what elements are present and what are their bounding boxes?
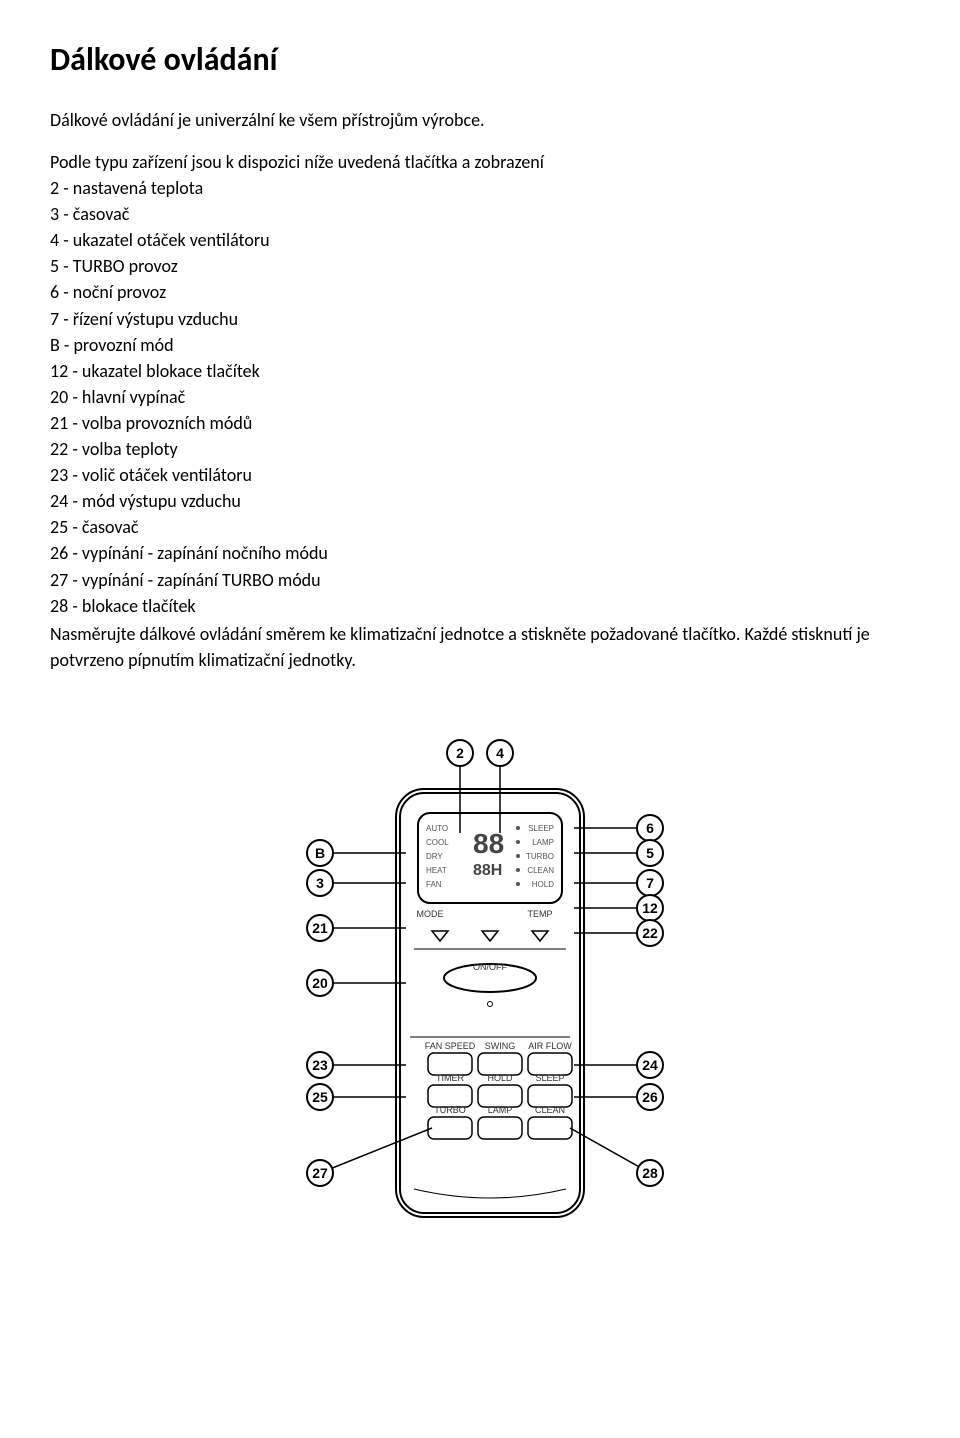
feature-list-item: 22 - volba teploty bbox=[50, 436, 910, 462]
feature-list: 2 - nastavená teplota3 - časovač4 - ukaz… bbox=[50, 175, 910, 619]
svg-text:23: 23 bbox=[312, 1057, 328, 1073]
feature-list-item: 4 - ukazatel otáček ventilátoru bbox=[50, 227, 910, 253]
intro-text: Dálkové ovládání je univerzální ke všem … bbox=[50, 109, 910, 131]
lead-text: Podle typu zařízení jsou k dispozici níž… bbox=[50, 149, 910, 175]
svg-text:7: 7 bbox=[646, 875, 654, 891]
feature-list-item: 7 - řízení výstupu vzduchu bbox=[50, 306, 910, 332]
footnote-text: Nasměrujte dálkové ovládání směrem ke kl… bbox=[50, 621, 910, 673]
svg-text:12: 12 bbox=[642, 900, 658, 916]
svg-text:LAMP: LAMP bbox=[488, 1105, 513, 1115]
svg-text:SWING: SWING bbox=[485, 1041, 516, 1051]
svg-text:HOLD: HOLD bbox=[532, 880, 554, 889]
feature-list-item: 23 - volič otáček ventilátoru bbox=[50, 462, 910, 488]
page-title: Dálkové ovládání bbox=[50, 40, 910, 79]
svg-text:COOL: COOL bbox=[426, 838, 449, 847]
svg-text:88H: 88H bbox=[473, 862, 502, 879]
feature-list-item: 6 - noční provoz bbox=[50, 279, 910, 305]
svg-text:24: 24 bbox=[642, 1057, 658, 1073]
svg-text:FAN: FAN bbox=[426, 880, 442, 889]
feature-list-item: 12 - ukazatel blokace tlačítek bbox=[50, 358, 910, 384]
svg-text:26: 26 bbox=[642, 1089, 658, 1105]
svg-text:SLEEP: SLEEP bbox=[535, 1073, 564, 1083]
svg-text:TEMP: TEMP bbox=[527, 909, 552, 919]
feature-list-item: 24 - mód výstupu vzduchu bbox=[50, 488, 910, 514]
svg-text:CLEAN: CLEAN bbox=[527, 866, 554, 875]
svg-text:2: 2 bbox=[456, 745, 464, 761]
feature-list-item: 3 - časovač bbox=[50, 201, 910, 227]
svg-text:B: B bbox=[315, 845, 325, 861]
svg-text:AIR FLOW: AIR FLOW bbox=[528, 1041, 572, 1051]
svg-text:HOLD: HOLD bbox=[487, 1073, 513, 1083]
feature-list-item: 20 - hlavní vypínač bbox=[50, 384, 910, 410]
feature-list-item: 28 - blokace tlačítek bbox=[50, 593, 910, 619]
feature-list-item: 5 - TURBO provoz bbox=[50, 253, 910, 279]
remote-diagram: AUTOCOOLDRYHEATFAN8888HSLEEPLAMPTURBOCLE… bbox=[50, 733, 910, 1258]
feature-list-item: 25 - časovač bbox=[50, 514, 910, 540]
svg-text:25: 25 bbox=[312, 1089, 328, 1105]
svg-text:LAMP: LAMP bbox=[532, 838, 554, 847]
feature-list-item: 27 - vypínání - zapínání TURBO módu bbox=[50, 567, 910, 593]
svg-text:27: 27 bbox=[312, 1165, 328, 1181]
svg-text:3: 3 bbox=[316, 875, 324, 891]
svg-text:FAN SPEED: FAN SPEED bbox=[425, 1041, 476, 1051]
svg-text:AUTO: AUTO bbox=[426, 824, 448, 833]
svg-text:21: 21 bbox=[312, 920, 328, 936]
svg-text:ON/OFF: ON/OFF bbox=[473, 962, 507, 972]
svg-text:22: 22 bbox=[642, 925, 658, 941]
svg-text:6: 6 bbox=[646, 820, 654, 836]
svg-text:MODE: MODE bbox=[417, 909, 444, 919]
svg-text:HEAT: HEAT bbox=[426, 866, 447, 875]
svg-text:20: 20 bbox=[312, 975, 328, 991]
feature-list-item: 21 - volba provozních módů bbox=[50, 410, 910, 436]
svg-text:CLEAN: CLEAN bbox=[535, 1105, 565, 1115]
feature-list-item: 26 - vypínání - zapínání nočního módu bbox=[50, 540, 910, 566]
svg-text:TIMER: TIMER bbox=[436, 1073, 464, 1083]
svg-text:4: 4 bbox=[496, 745, 504, 761]
feature-list-item: B - provozní mód bbox=[50, 332, 910, 358]
svg-text:5: 5 bbox=[646, 845, 654, 861]
feature-list-item: 2 - nastavená teplota bbox=[50, 175, 910, 201]
svg-text:DRY: DRY bbox=[426, 852, 443, 861]
svg-text:28: 28 bbox=[642, 1165, 658, 1181]
svg-text:TURBO: TURBO bbox=[434, 1105, 466, 1115]
svg-text:TURBO: TURBO bbox=[526, 852, 554, 861]
svg-text:SLEEP: SLEEP bbox=[528, 824, 554, 833]
